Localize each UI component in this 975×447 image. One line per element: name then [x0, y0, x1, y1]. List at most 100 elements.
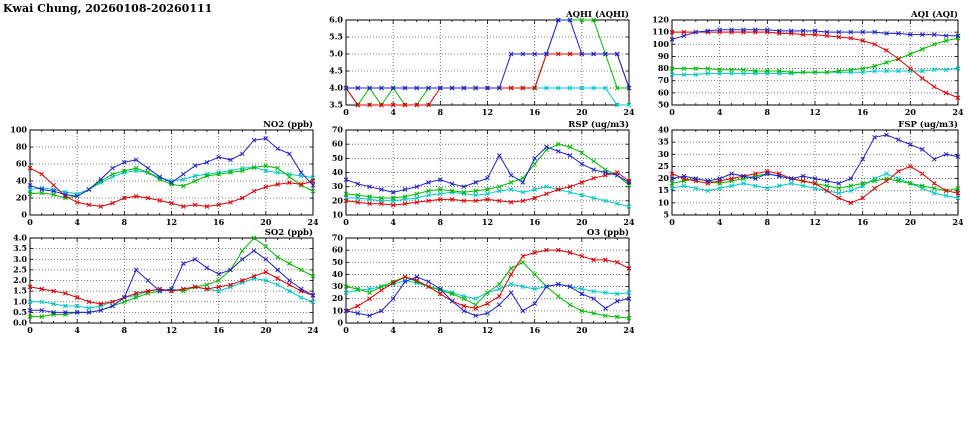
svg-text:40: 40	[16, 176, 28, 186]
svg-text:5.5: 5.5	[329, 32, 343, 42]
svg-text:8: 8	[438, 107, 444, 117]
svg-text:70: 70	[658, 75, 670, 85]
svg-text:4: 4	[390, 107, 396, 117]
svg-text:4: 4	[74, 325, 80, 335]
svg-text:60: 60	[332, 139, 344, 149]
svg-text:SO2 (ppb): SO2 (ppb)	[265, 227, 313, 238]
svg-text:8: 8	[438, 325, 444, 335]
svg-text:4.0: 4.0	[329, 83, 343, 93]
chart-svg-no2: 0 4 8 12 16 20 24 0 20 40 60 80 100 NO2 (ppb)	[10, 119, 319, 227]
svg-text:35: 35	[658, 137, 669, 147]
svg-text:5.0: 5.0	[329, 49, 343, 59]
svg-text:4: 4	[717, 217, 723, 227]
svg-text:12: 12	[482, 325, 493, 335]
svg-text:40: 40	[332, 269, 344, 279]
svg-text:8: 8	[122, 217, 128, 227]
svg-text:16: 16	[529, 325, 541, 335]
svg-text:10: 10	[658, 197, 670, 207]
svg-text:0.5: 0.5	[13, 307, 27, 317]
svg-text:50: 50	[332, 153, 344, 163]
svg-text:FSP (ug/m3): FSP (ug/m3)	[898, 119, 958, 130]
svg-text:20: 20	[16, 193, 28, 203]
svg-text:8: 8	[438, 217, 444, 227]
svg-text:16: 16	[213, 325, 225, 335]
svg-text:80: 80	[658, 63, 670, 73]
svg-text:0: 0	[669, 107, 675, 117]
svg-text:8: 8	[765, 217, 771, 227]
svg-text:12: 12	[482, 107, 493, 117]
svg-text:12: 12	[482, 217, 493, 227]
svg-text:24: 24	[307, 217, 318, 227]
svg-text:1.5: 1.5	[13, 286, 27, 296]
svg-text:25: 25	[658, 161, 669, 171]
svg-text:50: 50	[332, 257, 344, 267]
svg-text:100: 100	[10, 125, 27, 135]
svg-text:0.0: 0.0	[13, 318, 27, 328]
svg-text:0: 0	[27, 217, 33, 227]
chart-o3: 0 4 8 12 16 20 24 0 10 20 30 40 50 60 70 O3 (ppb)	[316, 226, 635, 338]
chart-fsp: 0 4 8 12 16 20 24 5 10 15 20 25 30 35 40 FSP (ug/m3)	[642, 118, 964, 230]
chart-svg-o3: 0 4 8 12 16 20 24 0 10 20 30 40 50 60 70 O3 (ppb)	[332, 227, 635, 335]
svg-text:4: 4	[74, 217, 80, 227]
svg-text:NO2 (ppb): NO2 (ppb)	[263, 119, 313, 130]
svg-text:2.0: 2.0	[13, 275, 27, 285]
svg-text:16: 16	[529, 107, 541, 117]
svg-text:24: 24	[952, 107, 963, 117]
svg-text:3.5: 3.5	[329, 100, 343, 110]
svg-text:2.5: 2.5	[13, 264, 27, 274]
svg-text:70: 70	[332, 125, 344, 135]
svg-text:20: 20	[260, 325, 272, 335]
svg-text:60: 60	[16, 159, 28, 169]
chart-rsp: 0 4 8 12 16 20 24 10 20 30 40 50 60 70 RSP (ug/m3)	[316, 118, 635, 230]
chart-svg-aqi: 0 4 8 12 16 20 24 50 60 70 80 90 100 110 120 AQI (AQI)	[652, 9, 964, 117]
chart-svg-fsp: 0 4 8 12 16 20 24 5 10 15 20 25 30 35 40 FSP (ug/m3)	[658, 119, 964, 227]
svg-text:6.0: 6.0	[329, 15, 343, 25]
svg-text:10: 10	[332, 305, 344, 315]
svg-text:20: 20	[576, 325, 588, 335]
svg-text:12: 12	[809, 107, 820, 117]
svg-text:20: 20	[332, 195, 344, 205]
svg-text:20: 20	[905, 217, 917, 227]
svg-text:0: 0	[27, 325, 33, 335]
svg-text:20: 20	[576, 107, 588, 117]
svg-text:1.0: 1.0	[13, 296, 27, 306]
chart-no2: 0 4 8 12 16 20 24 0 20 40 60 80 100 NO2 (ppb)	[0, 118, 319, 230]
svg-text:20: 20	[260, 217, 272, 227]
svg-text:3.0: 3.0	[13, 254, 27, 264]
svg-text:100: 100	[652, 39, 669, 49]
svg-text:12: 12	[166, 217, 177, 227]
svg-text:60: 60	[658, 87, 670, 97]
svg-text:24: 24	[307, 325, 318, 335]
svg-text:12: 12	[166, 325, 177, 335]
svg-text:20: 20	[576, 217, 588, 227]
svg-text:15: 15	[658, 185, 669, 195]
svg-text:4: 4	[717, 107, 723, 117]
svg-text:120: 120	[652, 15, 669, 25]
svg-text:3.5: 3.5	[13, 243, 27, 253]
svg-text:20: 20	[658, 173, 670, 183]
chart-aqi: 0 4 8 12 16 20 24 50 60 70 80 90 100 110 120 AQI (AQI)	[642, 8, 964, 120]
svg-text:0: 0	[337, 318, 343, 328]
svg-text:AQI (AQI): AQI (AQI)	[910, 9, 958, 20]
svg-text:0: 0	[669, 217, 675, 227]
svg-text:16: 16	[857, 107, 869, 117]
svg-text:4: 4	[390, 217, 396, 227]
svg-text:40: 40	[332, 167, 344, 177]
chart-svg-aqhi: 0 4 8 12 16 20 24 3.5 4.0 4.5 5.0 5.5 6.0 AQHI (AQHI)	[329, 9, 635, 117]
chart-svg-so2: 0 4 8 12 16 20 24 0.00.51.01.52.02.53.03.54.0 SO…	[13, 227, 319, 335]
svg-text:0: 0	[343, 107, 349, 117]
svg-text:5: 5	[663, 210, 669, 220]
page-title: Kwai Chung, 20260108-20260111	[3, 2, 213, 15]
chart-aqhi: 0 4 8 12 16 20 24 3.5 4.0 4.5 5.0 5.5 6.0 AQHI (AQHI)	[316, 8, 635, 120]
svg-text:40: 40	[658, 125, 670, 135]
svg-text:60: 60	[332, 245, 344, 255]
svg-text:70: 70	[332, 233, 344, 243]
svg-text:0: 0	[343, 325, 349, 335]
svg-text:0: 0	[343, 217, 349, 227]
svg-text:AQHI (AQHI): AQHI (AQHI)	[565, 9, 629, 20]
svg-text:4.5: 4.5	[329, 66, 343, 76]
svg-text:24: 24	[623, 325, 634, 335]
svg-text:O3 (ppb): O3 (ppb)	[587, 227, 629, 238]
svg-text:8: 8	[122, 325, 128, 335]
